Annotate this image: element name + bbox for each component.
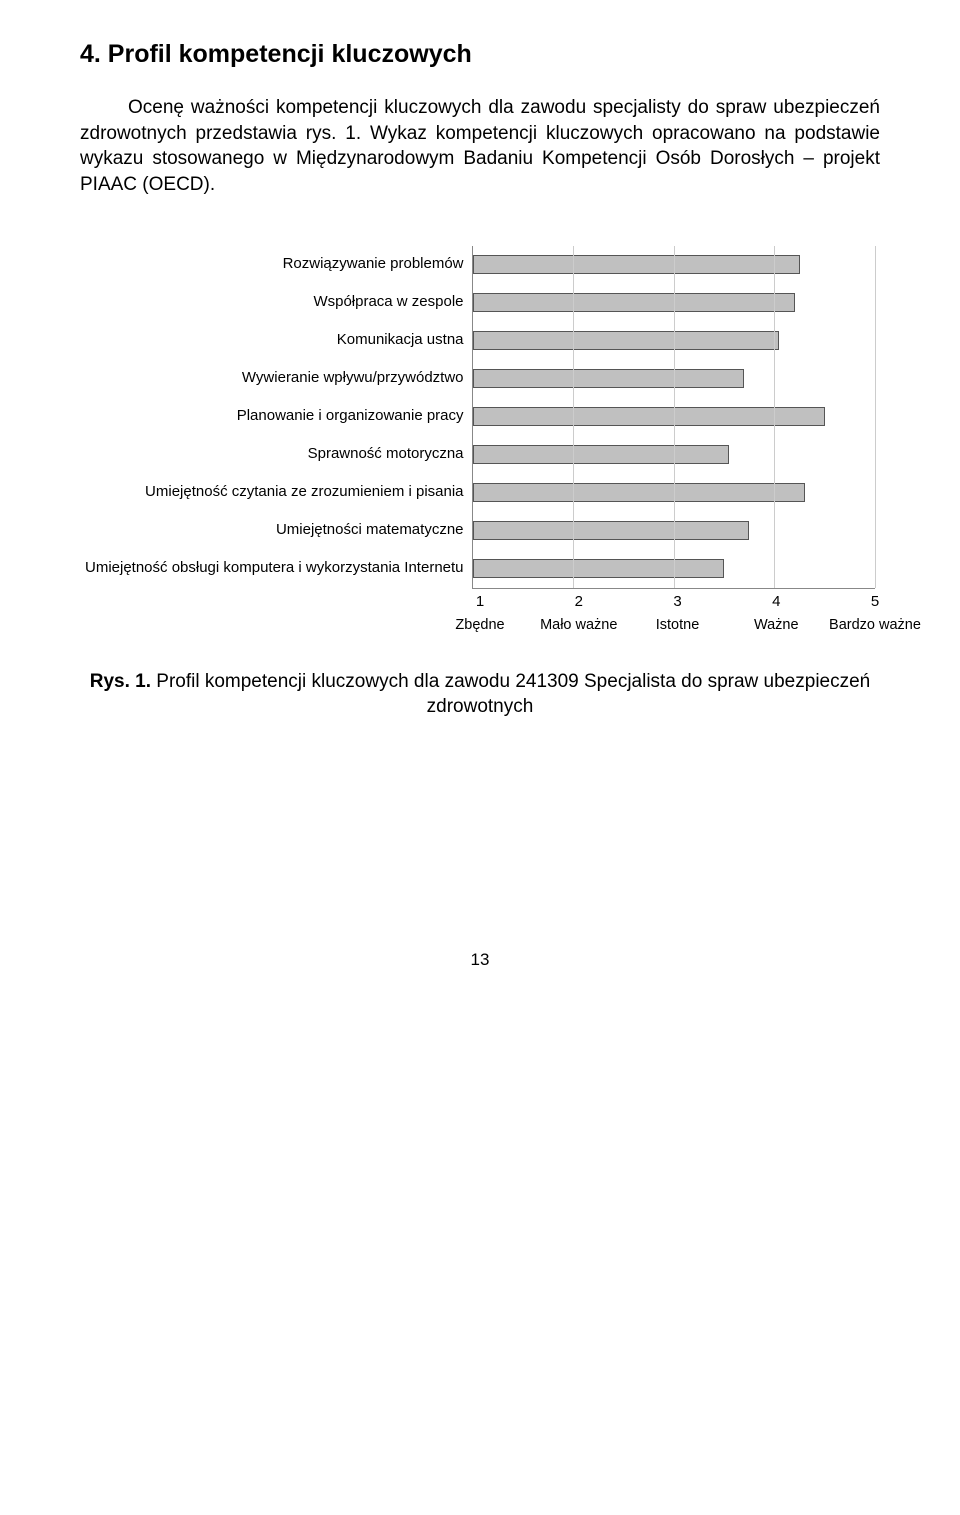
chart-x-category: Istotne — [656, 617, 700, 633]
chart-x-tick: 5 — [871, 593, 879, 610]
figure-caption: Rys. 1. Profil kompetencji kluczowych dl… — [80, 669, 880, 720]
chart-bar — [473, 521, 750, 540]
chart-x-category: Bardzo ważne — [829, 617, 921, 633]
intro-paragraph: Ocenę ważności kompetencji kluczowych dl… — [80, 95, 880, 198]
chart-bar — [473, 331, 780, 350]
chart-y-label: Komunikacja ustna — [85, 322, 464, 360]
chart-x-tick: 4 — [772, 593, 780, 610]
figure-caption-prefix: Rys. 1. — [90, 671, 151, 692]
chart-y-label: Współpraca w zespole — [85, 284, 464, 322]
chart-y-label: Sprawność motoryczna — [85, 436, 464, 474]
chart-x-tick: 1 — [476, 593, 484, 610]
chart-bar — [473, 369, 745, 388]
chart-y-label: Planowanie i organizowanie pracy — [85, 398, 464, 436]
chart-bar — [473, 293, 795, 312]
chart-y-label: Umiejętność obsługi komputera i wykorzys… — [85, 550, 464, 588]
chart-bar — [473, 255, 800, 274]
chart-bar — [473, 483, 805, 502]
page-number: 13 — [80, 950, 880, 970]
chart-x-tick: 2 — [575, 593, 583, 610]
chart-bar — [473, 559, 725, 578]
chart-x-categories: ZbędneMało ważneIstotneWażneBardzo ważne — [480, 617, 875, 637]
chart-x-category: Ważne — [754, 617, 799, 633]
chart-bar — [473, 407, 825, 426]
competency-chart: Rozwiązywanie problemówWspółpraca w zesp… — [85, 246, 875, 637]
chart-y-labels: Rozwiązywanie problemówWspółpraca w zesp… — [85, 246, 472, 589]
chart-x-category: Mało ważne — [540, 617, 617, 633]
chart-y-label: Umiejętności matematyczne — [85, 512, 464, 550]
chart-x-category: Zbędne — [455, 617, 504, 633]
chart-x-tick: 3 — [673, 593, 681, 610]
chart-y-label: Rozwiązywanie problemów — [85, 246, 464, 284]
chart-plot-area — [472, 246, 875, 589]
chart-y-label: Wywieranie wpływu/przywództwo — [85, 360, 464, 398]
figure-caption-text: Profil kompetencji kluczowych dla zawodu… — [151, 671, 870, 718]
chart-y-label: Umiejętność czytania ze zrozumieniem i p… — [85, 474, 464, 512]
section-heading: 4. Profil kompetencji kluczowych — [80, 40, 880, 69]
chart-x-ticks: 12345 — [480, 593, 875, 611]
chart-bar — [473, 445, 730, 464]
